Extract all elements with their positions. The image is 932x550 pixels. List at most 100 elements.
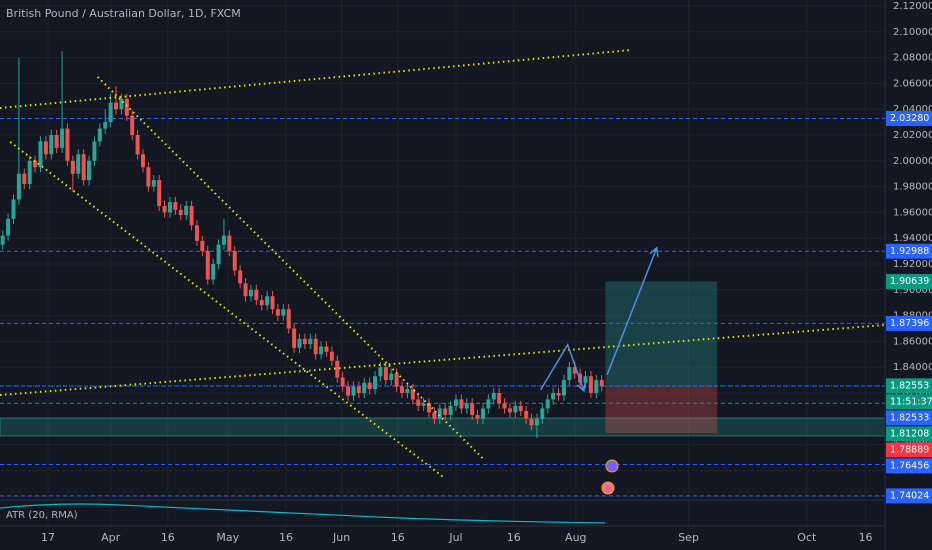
candle-body <box>599 380 604 387</box>
candle-body <box>286 309 291 329</box>
atr-line <box>0 503 606 524</box>
price-label-box <box>886 274 932 290</box>
candle-body <box>54 134 59 148</box>
x-tick-label: Apr <box>101 531 121 544</box>
candle-body <box>0 235 5 245</box>
candle-body <box>221 235 226 245</box>
x-tick-label: 17 <box>41 531 55 544</box>
x-tick-label: 16 <box>391 531 405 544</box>
candle-body <box>308 338 313 344</box>
candle-body <box>151 180 156 187</box>
candle-body <box>38 141 43 168</box>
candle-body <box>205 251 210 280</box>
price-label: 1.76456 <box>890 460 929 471</box>
x-tick-label: Jul <box>448 531 462 544</box>
candle-body <box>16 173 21 200</box>
price-label-box <box>886 410 932 426</box>
event-icon[interactable] <box>601 481 615 495</box>
y-tick-label: 2.04000 <box>893 104 932 115</box>
x-tick-label: Aug <box>565 531 586 544</box>
price-label: 1.82553 <box>890 380 929 391</box>
candle-body <box>410 389 415 400</box>
candle-body <box>60 128 65 148</box>
chart-title: British Pound / Australian Dollar, 1D, F… <box>6 7 241 20</box>
price-label: 1.74024 <box>890 490 929 501</box>
candle-body <box>254 289 259 301</box>
candle-body <box>194 225 199 241</box>
candle-body <box>561 380 566 396</box>
y-tick-label: 1.90000 <box>893 285 932 296</box>
candle-body <box>275 309 280 316</box>
candle-body <box>184 205 189 215</box>
candle-body <box>270 296 275 310</box>
x-tick-label: Oct <box>797 531 817 544</box>
candle-body <box>70 160 75 174</box>
candle-body <box>421 403 426 406</box>
candle-body <box>103 122 108 129</box>
y-tick-label: 2.00000 <box>893 156 932 167</box>
y-tick-label: 2.08000 <box>893 53 932 64</box>
candle-body <box>502 403 507 409</box>
price-label: 1.81208 <box>890 428 929 439</box>
candle-body <box>351 386 356 396</box>
y-tick-label: 2.02000 <box>893 130 932 141</box>
y-tick-label: 2.10000 <box>893 27 932 38</box>
candle-body <box>65 128 70 161</box>
y-tick-label: 1.98000 <box>893 182 932 193</box>
price-label: 1.82533 <box>890 412 929 423</box>
candle-body <box>335 360 340 378</box>
candle-body <box>389 373 394 381</box>
candle-body <box>362 382 367 393</box>
candle-body <box>6 218 11 236</box>
candle-body <box>453 399 458 406</box>
candle-body <box>173 202 178 210</box>
y-tick-label: 1.82000 <box>893 388 932 399</box>
trend-line <box>0 48 632 110</box>
candle-body <box>497 392 502 404</box>
price-label: 1.78889 <box>890 444 929 455</box>
candle-body <box>588 376 593 393</box>
candle-body <box>313 338 318 355</box>
y-tick-label: 1.92000 <box>893 259 932 270</box>
candle-body <box>534 418 539 426</box>
price-label-box <box>886 426 932 442</box>
y-tick-label: 1.96000 <box>893 207 932 218</box>
price-label-box <box>886 442 932 458</box>
candle-body <box>405 389 410 393</box>
x-tick-label: 16 <box>859 531 873 544</box>
candle-body <box>480 408 485 419</box>
candle-body <box>146 167 151 187</box>
candle-body <box>470 403 475 415</box>
price-label: 1.90639 <box>890 276 929 287</box>
arrow-head <box>576 381 587 393</box>
y-tick-label: 1.84000 <box>893 362 932 373</box>
candle-body <box>33 160 38 168</box>
candle-body <box>141 154 146 168</box>
candle-body <box>583 376 588 383</box>
trend-line <box>96 76 486 461</box>
candle-body <box>400 386 405 393</box>
price-label-box <box>886 315 932 331</box>
target-box <box>605 281 718 386</box>
candle-body <box>167 202 172 213</box>
candle-body <box>76 154 81 174</box>
candle-body <box>157 180 162 206</box>
candle-body <box>81 154 86 181</box>
price-label: 11:51:37 <box>890 396 932 407</box>
support-zone <box>0 417 886 437</box>
candle-body <box>324 346 329 352</box>
candle-body <box>378 367 383 377</box>
candle-body <box>162 205 167 213</box>
stop-box <box>605 385 718 434</box>
candle-body <box>427 403 432 413</box>
event-icon[interactable] <box>605 459 619 473</box>
candle-body <box>27 160 32 185</box>
price-label-box <box>886 394 932 410</box>
candle-body <box>437 408 442 419</box>
candle-body <box>87 160 92 181</box>
candle-body <box>238 270 243 284</box>
candle-body <box>448 405 453 415</box>
price-label: 1.92988 <box>890 246 929 257</box>
